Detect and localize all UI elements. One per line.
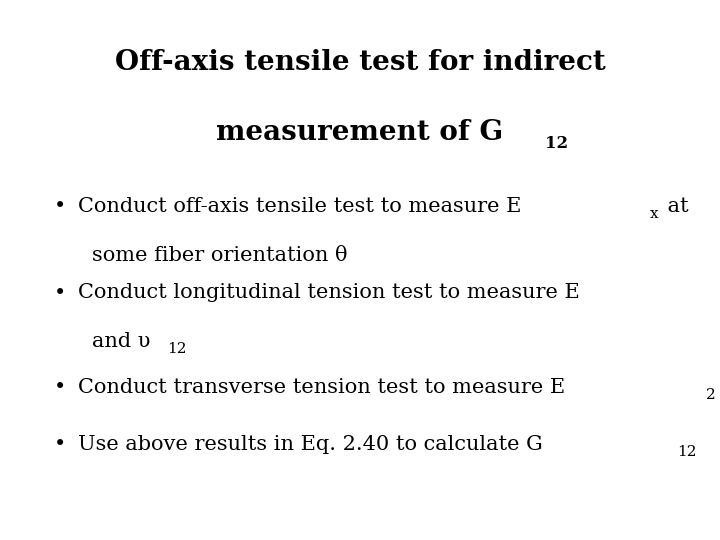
Text: measurement of G: measurement of G bbox=[217, 119, 503, 146]
Text: x: x bbox=[650, 207, 659, 221]
Text: at: at bbox=[661, 197, 688, 216]
Text: Conduct transverse tension test to measure E: Conduct transverse tension test to measu… bbox=[78, 378, 565, 397]
Text: Use above results in Eq. 2.40 to calculate G: Use above results in Eq. 2.40 to calcula… bbox=[78, 435, 542, 454]
Text: •: • bbox=[54, 435, 66, 454]
Text: Conduct off-axis tensile test to measure E: Conduct off-axis tensile test to measure… bbox=[78, 197, 521, 216]
Text: Off-axis tensile test for indirect: Off-axis tensile test for indirect bbox=[114, 49, 606, 76]
Text: 12: 12 bbox=[678, 445, 697, 459]
Text: some fiber orientation θ: some fiber orientation θ bbox=[92, 246, 348, 265]
Text: and υ: and υ bbox=[92, 332, 150, 351]
Text: •: • bbox=[54, 197, 66, 216]
Text: •: • bbox=[54, 378, 66, 397]
Text: Conduct longitudinal tension test to measure E: Conduct longitudinal tension test to mea… bbox=[78, 284, 580, 302]
Text: 12: 12 bbox=[545, 135, 569, 152]
Text: 12: 12 bbox=[168, 342, 187, 356]
Text: 2: 2 bbox=[706, 388, 716, 402]
Text: •: • bbox=[54, 284, 66, 302]
